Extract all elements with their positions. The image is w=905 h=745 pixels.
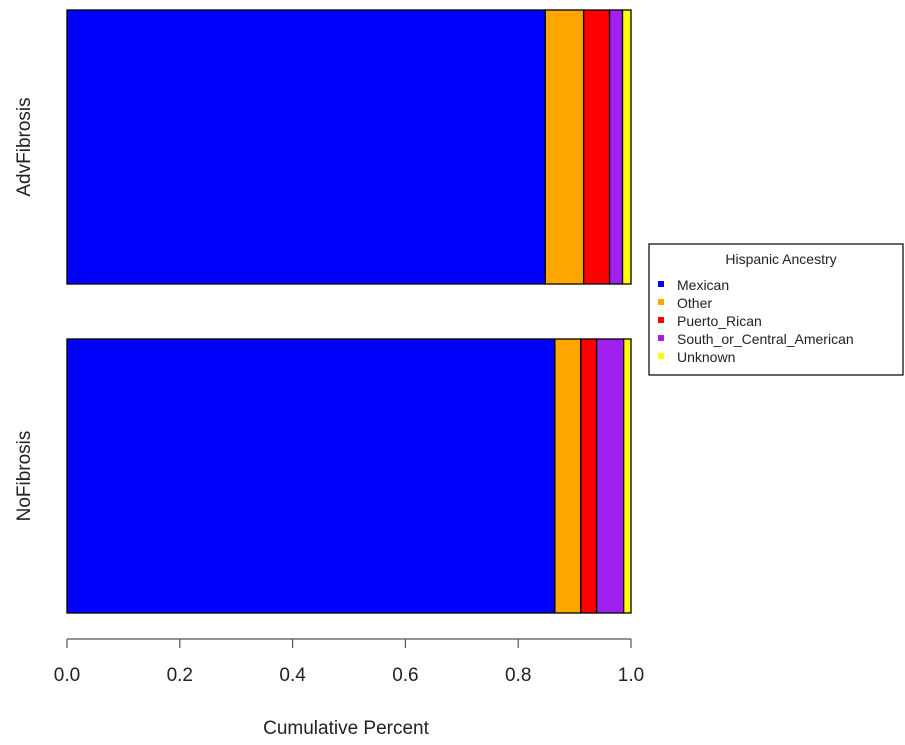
legend-label-other: Other [677, 295, 712, 311]
bar-segment-nofibrosis-unknown [623, 338, 632, 614]
bar-segment-nofibrosis-south-or-central-american [595, 338, 625, 614]
panel-advfibrosis: AdvFibrosis [14, 9, 632, 285]
x-axis-title: Cumulative Percent [263, 718, 430, 739]
x-tick-label: 0.6 [392, 665, 418, 686]
legend-title: Hispanic Ancestry [725, 251, 836, 267]
legend-swatch-unknown [658, 353, 664, 359]
bar-segment-nofibrosis-other [554, 338, 582, 614]
x-tick-label: 0.2 [167, 665, 193, 686]
x-tick-label: 1.0 [618, 665, 644, 686]
panels: AdvFibrosis NoFibrosis [14, 9, 632, 614]
x-tick-label: 0.0 [54, 665, 80, 686]
panel-label-advfibrosis: AdvFibrosis [14, 97, 35, 196]
panel-nofibrosis: NoFibrosis [14, 338, 632, 614]
x-tick-label: 0.4 [279, 665, 306, 686]
bar-segment-nofibrosis-puerto-rican [580, 338, 598, 614]
legend-label-mexican: Mexican [677, 277, 729, 293]
legend-box [648, 243, 904, 376]
bar-segment-advfibrosis-south-or-central-american [608, 9, 624, 285]
bar-segment-advfibrosis-puerto-rican [582, 9, 611, 285]
legend-swatch-south-or-central-american [658, 335, 664, 341]
legend-swatch-other [658, 299, 664, 305]
legend-swatch-puerto-rican [658, 317, 664, 323]
bar-segment-advfibrosis-mexican [66, 9, 546, 285]
legend-label-unknown: Unknown [677, 349, 735, 365]
legend-swatch-mexican [658, 281, 664, 287]
x-axis: 0.0 0.2 0.4 0.6 0.8 1.0 [54, 638, 644, 686]
legend-label-south-or-central-american: South_or_Central_American [677, 331, 854, 347]
legend: Hispanic Ancestry Mexican Other Puerto_Rica… [648, 243, 904, 376]
legend-label-puerto-rican: Puerto_Rican [677, 313, 762, 329]
bar-segment-advfibrosis-other [544, 9, 585, 285]
bar-segment-advfibrosis-unknown [621, 9, 632, 285]
panel-label-nofibrosis: NoFibrosis [14, 431, 35, 522]
bar-segment-nofibrosis-mexican [66, 338, 556, 614]
x-tick-label: 0.8 [505, 665, 531, 686]
